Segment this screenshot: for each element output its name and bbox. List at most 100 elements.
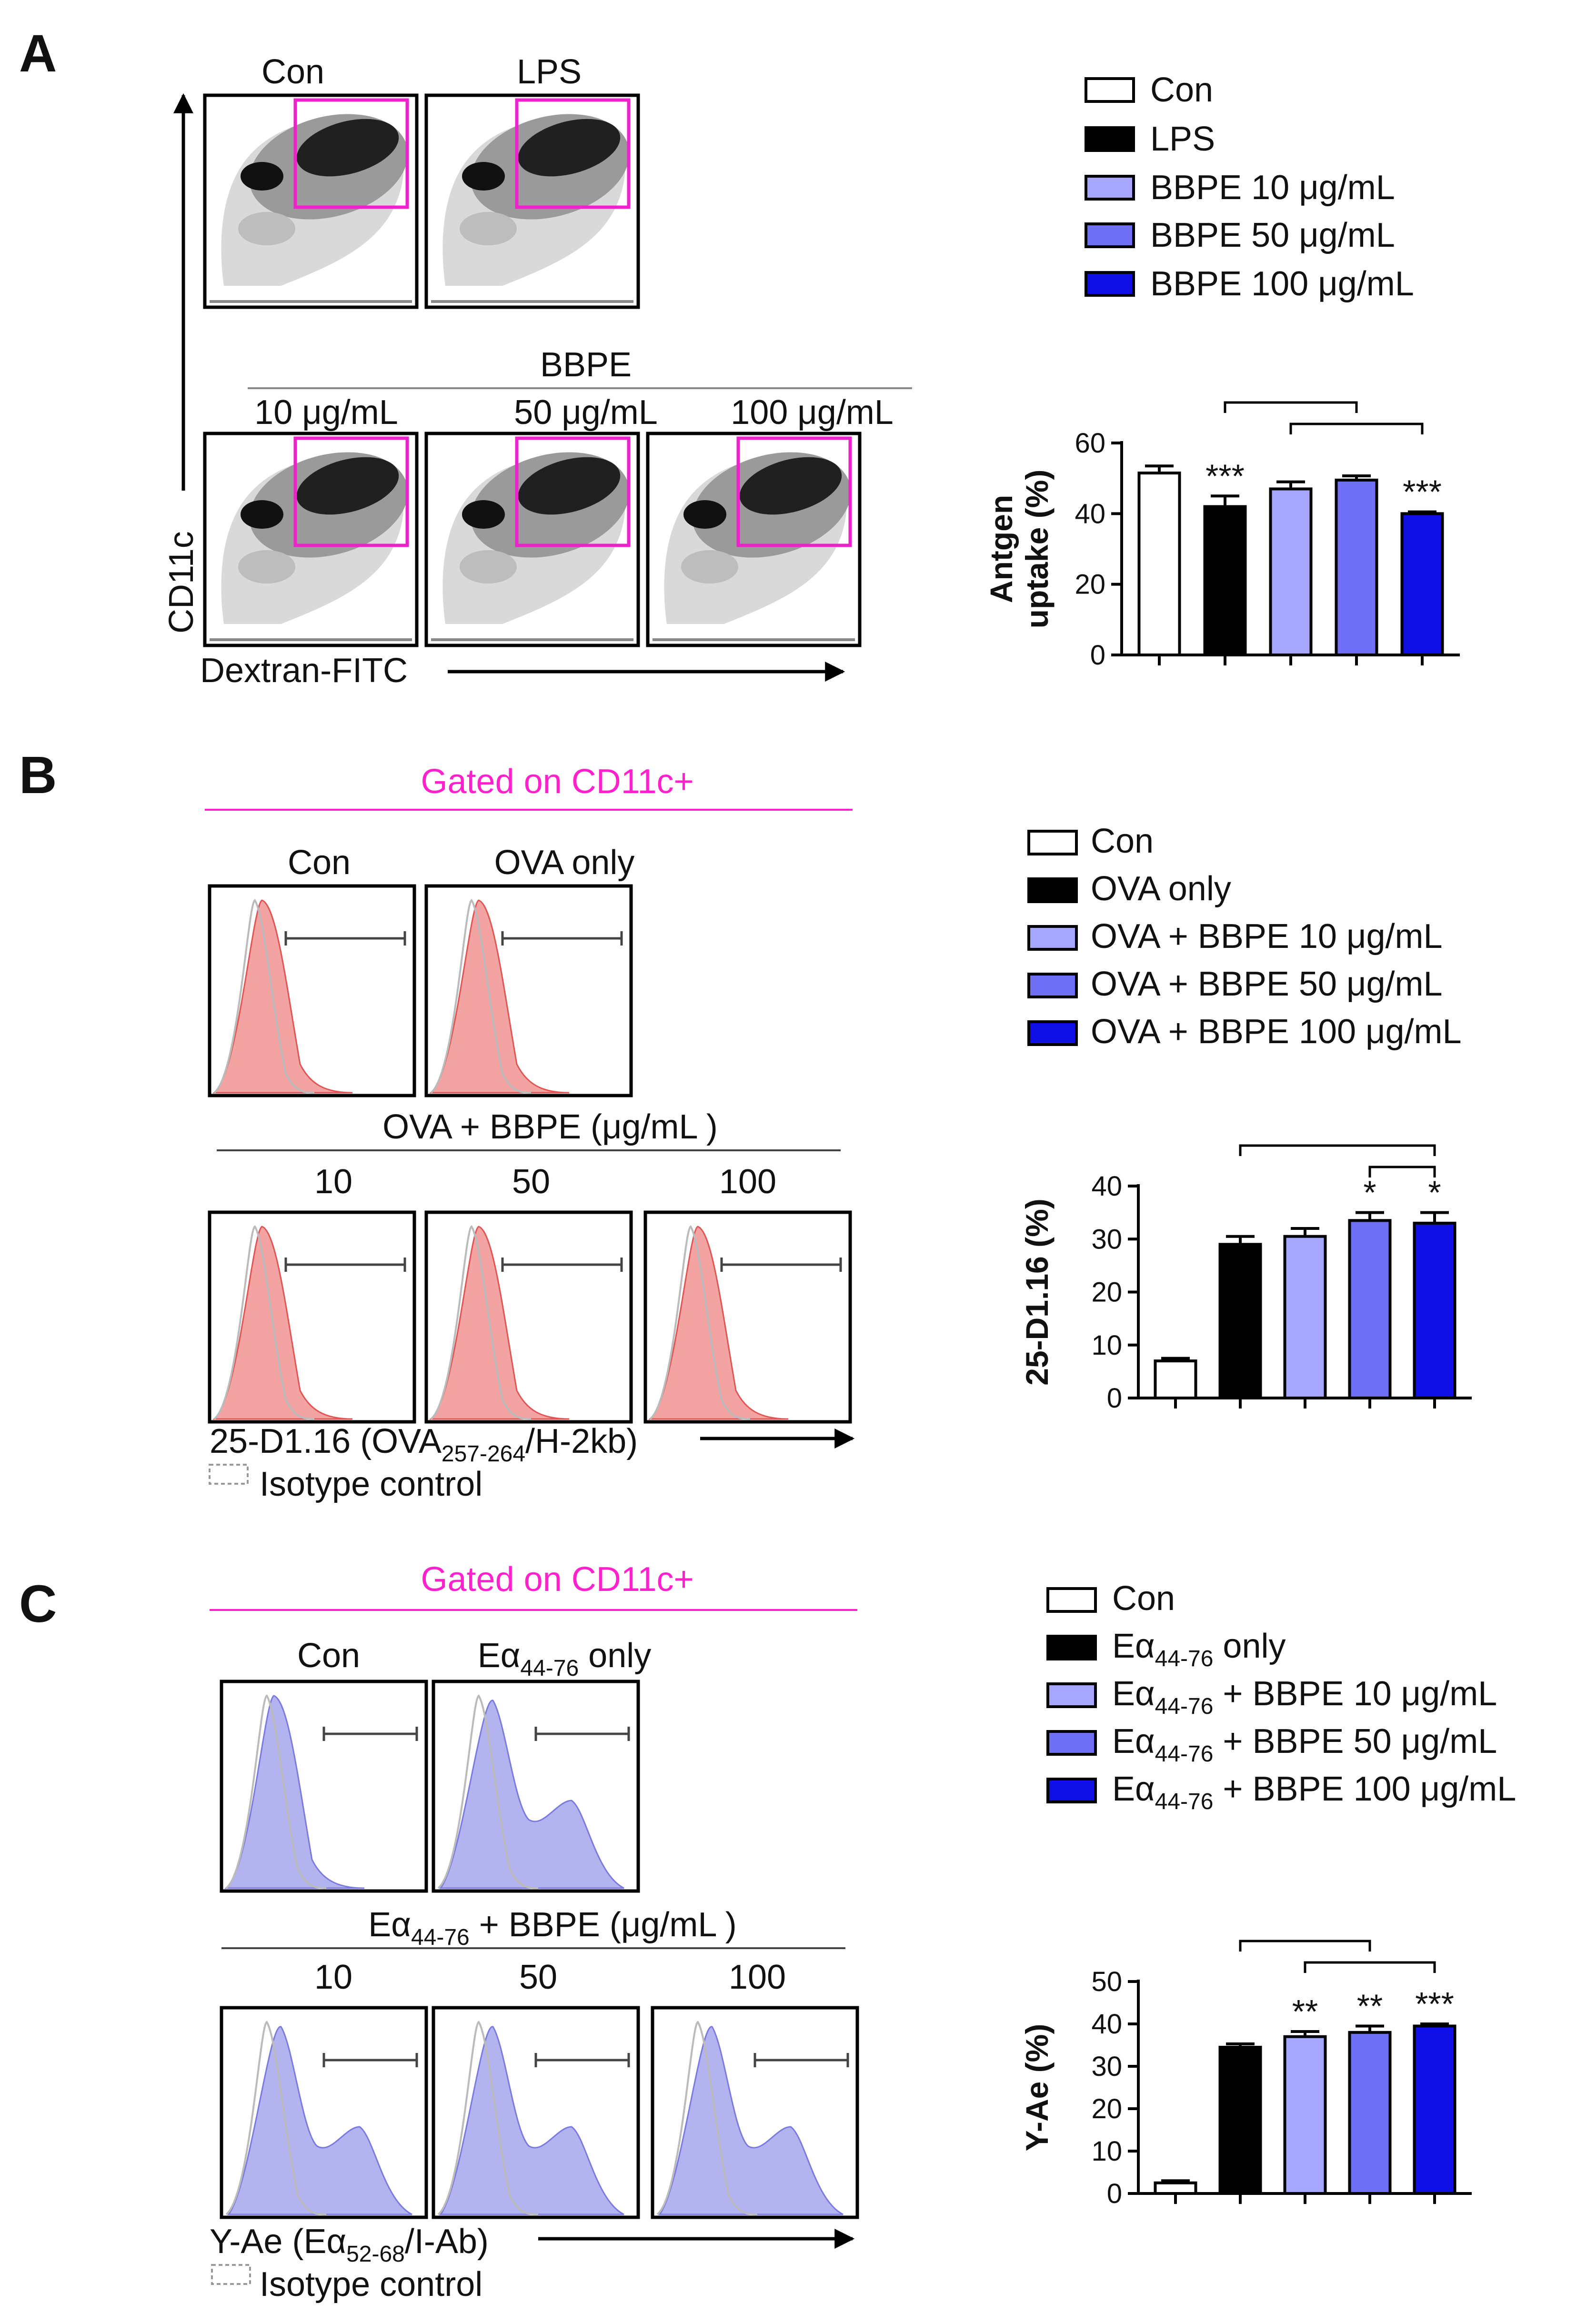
bar-0	[1137, 472, 1181, 657]
legend-c-item-3: Eα44-76 + BBPE 50 μg/mL	[1046, 1722, 1497, 1767]
histogram-sample	[429, 1226, 570, 1420]
dotplot-density-core	[518, 457, 621, 515]
bar-3	[1335, 478, 1378, 656]
flow-a-y-label: CD11c	[162, 531, 201, 634]
histogram-sample	[212, 899, 353, 1094]
svg-text:Con: Con	[1150, 71, 1213, 109]
flow-b-label-con: Con	[288, 844, 351, 882]
y-tick-label: 40	[1075, 498, 1105, 529]
y-tick-label: 20	[1075, 569, 1105, 600]
dotplot-gate	[515, 436, 631, 547]
dotplot-gate	[293, 436, 409, 547]
y-axis-label: uptake (%)	[1019, 470, 1055, 629]
svg-text:OVA only: OVA only	[1091, 870, 1231, 908]
legend-a-item-4: BBPE 100 μg/mL	[1085, 265, 1414, 303]
bar-4	[1413, 2024, 1456, 2195]
legend-b-item-2: OVA + BBPE 10 μg/mL	[1027, 917, 1443, 956]
significance-bracket-0	[1239, 1144, 1436, 1156]
flow-b-dose-10: 10	[314, 1163, 352, 1201]
panel-b: B Gated on CD11c+ Con OVA only OVA + BBP…	[19, 746, 855, 1503]
y-tick-label: 20	[1091, 1277, 1122, 1308]
panel-label-a: A	[19, 24, 57, 83]
histogram-sample	[439, 1700, 624, 1889]
flow-b-dose-50: 50	[512, 1163, 550, 1201]
y-axis-label: Y-Ae (%)	[1019, 2024, 1055, 2152]
panel-a: A Con LPS BBPE 10 μg/mL 50 μg/mL 100 μg/…	[19, 24, 912, 690]
flow-a-label-con: Con	[261, 53, 324, 91]
histogram-4	[651, 2006, 859, 2219]
histogram-4	[643, 1210, 852, 1424]
dotplot-density-low	[460, 550, 517, 584]
dotplot-3	[424, 432, 640, 647]
legend-b: Con OVA only OVA + BBPE 10 μg/mL OVA + B…	[1027, 822, 1462, 1051]
bar-3	[1348, 1219, 1392, 1399]
histogram-isotype	[656, 2021, 758, 2215]
histogram-1	[432, 1680, 640, 1893]
svg-text:OVA + BBPE 50 μg/mL: OVA + BBPE 50 μg/mL	[1091, 965, 1443, 1003]
histogram-isotype	[430, 899, 532, 1094]
y-tick-label: 40	[1091, 2009, 1122, 2040]
y-tick-label: 0	[1090, 640, 1105, 671]
histogram-isotype	[437, 2021, 539, 2215]
svg-text:BBPE 100 μg/mL: BBPE 100 μg/mL	[1150, 265, 1414, 303]
flow-a-x-label: Dextran-FITC	[200, 652, 408, 690]
dotplot-density-low	[681, 550, 738, 584]
dotplot-1	[424, 93, 640, 309]
histogram-isotype	[437, 1694, 539, 1889]
bar-chart-a: 0 20 40 60 Antgen uptake (%) *** ***	[984, 401, 1460, 671]
dotplot-density-core	[296, 457, 399, 515]
flow-c-histograms	[220, 1680, 859, 2219]
dotplot-density-core2	[241, 500, 283, 529]
dotplot-density-core	[739, 457, 842, 515]
significance-3: *	[1363, 1174, 1376, 1211]
svg-text:Con: Con	[1112, 1580, 1175, 1618]
y-tick-label: 10	[1091, 1330, 1122, 1361]
flow-a-dose-10: 10 μg/mL	[254, 393, 398, 432]
flow-a-dotplots	[203, 93, 862, 647]
histogram-3	[432, 2006, 640, 2219]
bar-3	[1348, 2031, 1392, 2195]
bar-4	[1413, 1221, 1456, 1399]
gate-title-c: Gated on CD11c+	[421, 1560, 693, 1599]
flow-a-label-lps: LPS	[517, 53, 582, 91]
svg-text:BBPE 50 μg/mL: BBPE 50 μg/mL	[1150, 216, 1395, 254]
significance-bracket-1	[1289, 423, 1424, 434]
dotplot-density-low	[460, 212, 517, 245]
flow-c-label-e: Eα44-76 only	[478, 1637, 652, 1681]
flow-c-label-con: Con	[297, 1637, 360, 1675]
y-tick-label: 40	[1091, 1171, 1122, 1202]
histogram-sample	[227, 2026, 412, 2215]
isotype-swatch-c	[211, 2264, 251, 2285]
legend-a: Con LPS BBPE 10 μg/mL BBPE 50 μg/mL BBPE…	[1085, 71, 1414, 303]
legend-a-item-3: BBPE 50 μg/mL	[1085, 216, 1395, 254]
histogram-isotype	[225, 2021, 327, 2215]
y-tick-label: 10	[1091, 2136, 1122, 2167]
bar-4	[1400, 512, 1444, 657]
histogram-sample	[429, 899, 570, 1094]
dotplot-density-core2	[241, 162, 283, 191]
gate-title-b: Gated on CD11c+	[421, 763, 693, 801]
histogram-isotype	[213, 1225, 315, 1420]
bar-chart-b: 0 10 20 30 40 25-D1.16 (%) * *	[1019, 1144, 1472, 1414]
histogram-0	[220, 1680, 428, 1893]
dotplot-density-low	[238, 550, 295, 584]
histogram-sample	[658, 2026, 844, 2215]
dotplot-density-core2	[462, 500, 505, 529]
legend-c: Con Eα44-76 only Eα44-76 + BBPE 10 μg/mL…	[1046, 1580, 1516, 1814]
histogram-2	[220, 2006, 428, 2219]
dotplot-density-core	[518, 119, 621, 177]
bar-1	[1218, 2045, 1262, 2195]
dotplot-density-core2	[462, 162, 505, 191]
histogram-isotype	[225, 1694, 327, 1889]
dotplot-density-low	[238, 212, 295, 245]
flow-b-group-label: OVA + BBPE (μg/mL )	[382, 1108, 718, 1146]
significance-bracket-1	[1368, 1166, 1436, 1177]
y-axis-label: Antgen	[984, 495, 1019, 603]
histogram-sample	[224, 1695, 365, 1889]
flow-c-dose-50: 50	[519, 1958, 557, 1996]
significance-2: **	[1292, 1993, 1318, 2030]
histogram-2	[208, 1210, 416, 1424]
histogram-sample	[648, 1226, 789, 1420]
